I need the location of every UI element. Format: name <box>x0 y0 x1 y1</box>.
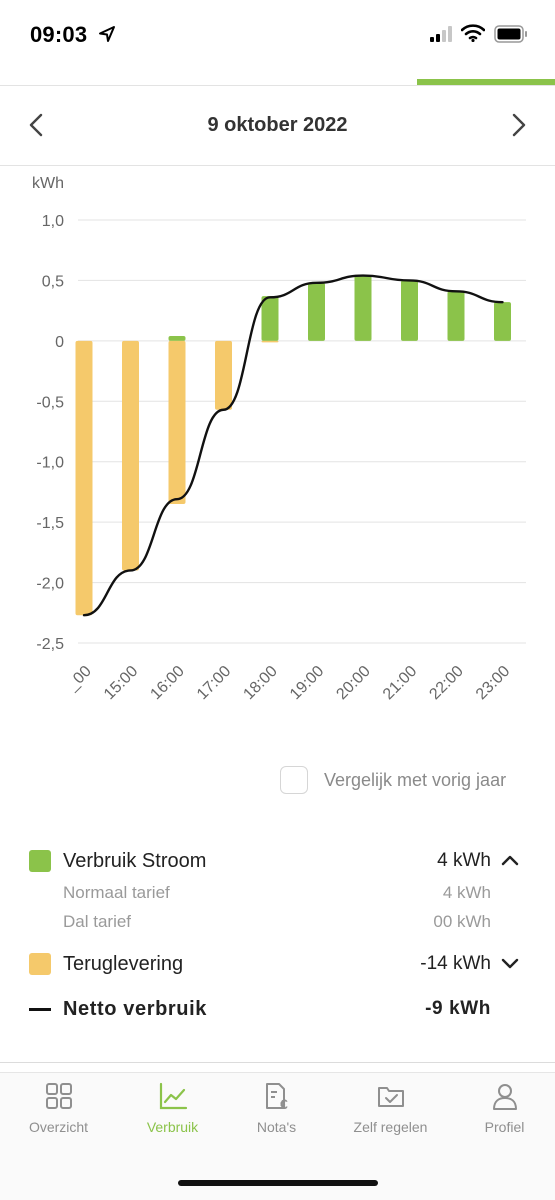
consumption-bar[interactable] <box>354 275 372 341</box>
x-tick-label: 21:00 <box>380 663 420 703</box>
return-bar[interactable] <box>261 340 279 343</box>
net-value: -9 kWh <box>425 998 491 1019</box>
content-divider <box>0 1062 555 1063</box>
chart-svg: kWh 1,0 0,5 0 -0,5 -1,0 -1,5 -2,0 -2,5 _00 15:00… <box>32 175 526 703</box>
tab-label: Overzicht <box>28 1119 89 1135</box>
x-tick-label: 19:00 <box>287 663 327 703</box>
return-label: Teruglevering <box>63 953 184 975</box>
battery-icon <box>494 25 527 43</box>
tab-label: Zelf regelen <box>353 1119 428 1135</box>
consumption-swatch <box>29 850 51 872</box>
legend-net: Netto verbruik -9 kWh <box>0 991 555 1027</box>
legend-return[interactable]: Teruglevering -14 kWh <box>0 946 555 982</box>
bottom-tab-bar: Overzicht Verbruik € Nota's Zelf regelen… <box>0 1072 555 1200</box>
y-tick-label: 0,5 <box>42 273 64 290</box>
chart-grid: 1,0 0,5 0 -0,5 -1,0 -1,5 -2,0 -2,5 <box>36 213 526 653</box>
location-arrow-icon <box>99 26 115 42</box>
x-tick-label: 15:00 <box>101 663 141 703</box>
consumption-bar[interactable] <box>261 296 279 341</box>
tab-label: Nota's <box>256 1119 297 1135</box>
tab-verbruik[interactable]: Verbruik <box>117 1081 228 1161</box>
legend-consumption[interactable]: Verbruik Stroom 4 kWh <box>0 843 555 879</box>
consumption-bar[interactable] <box>447 291 465 341</box>
y-tick-label: -2,0 <box>36 576 64 593</box>
consumption-value: 4 kWh <box>437 850 491 871</box>
tab-profiel[interactable]: Profiel <box>449 1081 555 1161</box>
chart-icon <box>159 1082 187 1110</box>
compare-previous-year[interactable]: Vergelijk met vorig jaar <box>280 764 506 796</box>
svg-text:€: € <box>280 1096 288 1111</box>
low-tariff-label: Dal tarief <box>63 912 132 931</box>
chevron-left-icon <box>29 113 43 137</box>
wifi-icon <box>461 24 485 42</box>
y-tick-label: -0,5 <box>36 394 64 411</box>
x-tick-label: _00 <box>63 663 95 695</box>
return-bar[interactable] <box>168 340 186 505</box>
return-value: -14 kWh <box>420 953 491 974</box>
x-tick-label: 22:00 <box>426 663 466 703</box>
home-indicator <box>178 1180 378 1186</box>
consumption-label: Verbruik Stroom <box>63 850 207 872</box>
invoice-icon: € <box>265 1083 288 1111</box>
tab-label: Verbruik <box>146 1119 199 1135</box>
x-tick-label: 17:00 <box>194 663 234 703</box>
compare-label: Vergelijk met vorig jaar <box>324 769 507 790</box>
net-consumption-line <box>82 274 504 617</box>
y-tick-label: 0 <box>55 334 64 351</box>
low-tariff-value: 00 kWh <box>433 912 491 931</box>
folder-check-icon <box>377 1087 404 1107</box>
tab-zelf-regelen[interactable]: Zelf regelen <box>335 1081 446 1161</box>
tab-label: Profiel <box>484 1119 525 1135</box>
normal-tariff-label: Normaal tarief <box>63 883 170 902</box>
top-divider <box>0 85 555 86</box>
tab-overzicht[interactable]: Overzicht <box>3 1081 114 1161</box>
y-tick-label: -1,0 <box>36 455 64 472</box>
x-tick-label: 18:00 <box>240 663 280 703</box>
tab-notas[interactable]: € Nota's <box>221 1081 332 1161</box>
consumption-bar[interactable] <box>494 302 511 341</box>
chart-net-line <box>82 274 504 617</box>
top-tab-indicator <box>417 79 555 85</box>
date-navigation: 9 oktober 2022 <box>0 86 555 166</box>
y-axis-unit-label: kWh <box>32 175 64 192</box>
x-tick-label: 23:00 <box>473 663 513 703</box>
previous-day-button[interactable] <box>22 110 50 140</box>
consumption-chart: kWh 1,0 0,5 0 -0,5 -1,0 -1,5 -2,0 -2,5 _00 15:00… <box>0 166 555 746</box>
consumption-bar[interactable] <box>401 280 418 341</box>
consumption-bar[interactable] <box>168 336 186 341</box>
y-tick-label: 1,0 <box>42 213 64 230</box>
compare-checkbox[interactable] <box>280 766 308 794</box>
consumption-bar[interactable] <box>308 282 325 341</box>
net-label: Netto verbruik <box>63 998 207 1020</box>
next-day-button[interactable] <box>505 110 533 140</box>
chevron-down-icon[interactable] <box>501 958 519 969</box>
low-tariff-row: Dal tarief 00 kWh <box>0 910 555 936</box>
x-tick-label: 20:00 <box>333 663 373 703</box>
status-time: 09:03 <box>30 22 88 47</box>
status-bar: 09:03 <box>0 0 555 70</box>
return-bar[interactable] <box>122 340 139 571</box>
nav-divider <box>0 165 555 166</box>
return-bar[interactable] <box>215 340 232 410</box>
normal-tariff-row: Normaal tarief 4 kWh <box>0 881 555 907</box>
return-swatch <box>29 953 51 975</box>
net-line-swatch <box>29 1008 51 1011</box>
person-icon <box>492 1084 517 1110</box>
grid-icon <box>45 1083 72 1109</box>
y-tick-label: -1,5 <box>36 515 64 532</box>
cellular-signal-icon <box>430 26 452 42</box>
return-bar[interactable] <box>75 340 93 616</box>
chart-x-labels: _00 15:00 16:00 17:00 18:00 19:00 20:00 21:00 22… <box>63 663 513 703</box>
y-tick-label: -2,5 <box>36 636 64 653</box>
normal-tariff-value: 4 kWh <box>442 883 491 902</box>
chevron-up-icon[interactable] <box>501 855 519 866</box>
chart-bars <box>75 275 511 616</box>
chevron-right-icon <box>512 113 526 137</box>
x-tick-label: 16:00 <box>147 663 187 703</box>
date-title: 9 oktober 2022 <box>207 114 348 136</box>
